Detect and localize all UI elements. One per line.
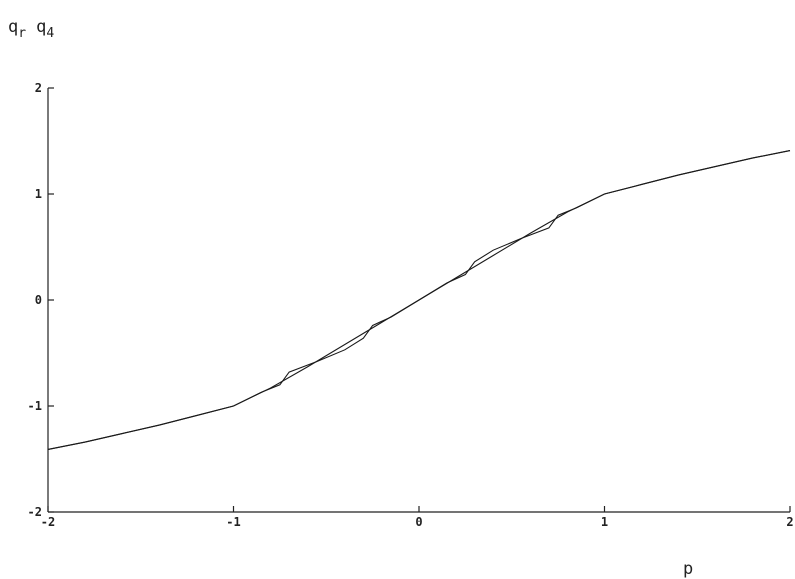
x-axis-title: p [683, 559, 693, 579]
x-tick-label: -1 [226, 515, 240, 529]
y-tick-label: 2 [35, 81, 42, 95]
y-tick-label: 1 [35, 187, 42, 201]
series-group [47, 150, 791, 450]
series-line-stepped [47, 150, 791, 450]
y-axis-title-q1: q [8, 17, 18, 37]
y-tick-label: -2 [28, 505, 42, 519]
x-tick-label: 2 [786, 515, 793, 529]
y-axis-title-q2: q [36, 17, 46, 37]
x-tick-label: 1 [601, 515, 608, 529]
y-axis-title: qr q4 [8, 17, 54, 41]
ticks [47, 87, 791, 513]
y-axis-title-sub1: r [18, 26, 26, 41]
x-tick-label: 0 [415, 515, 422, 529]
y-tick-label: 0 [35, 293, 42, 307]
tick-labels: -2 -1 0 1 2 -2 -1 0 1 2 [28, 81, 794, 529]
y-axis-title-sub2: 4 [46, 26, 54, 41]
x-tick-label: -2 [41, 515, 55, 529]
y-tick-label: -1 [28, 399, 42, 413]
